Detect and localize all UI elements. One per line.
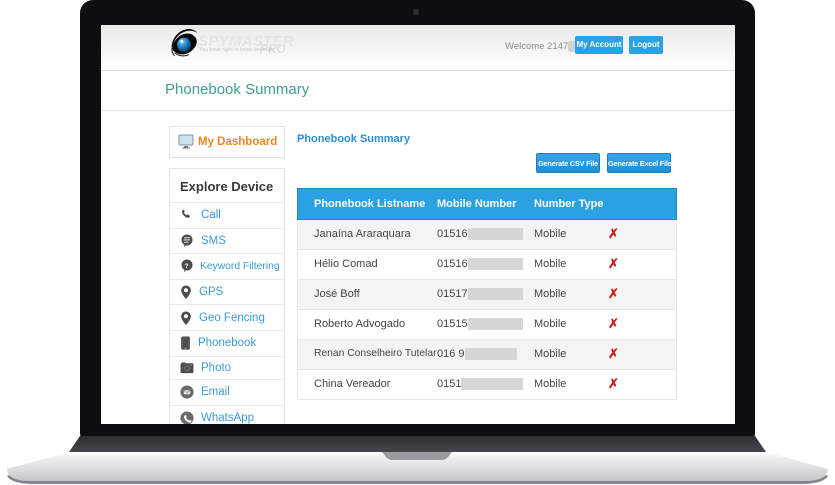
svg-text:?: ? xyxy=(185,263,189,270)
